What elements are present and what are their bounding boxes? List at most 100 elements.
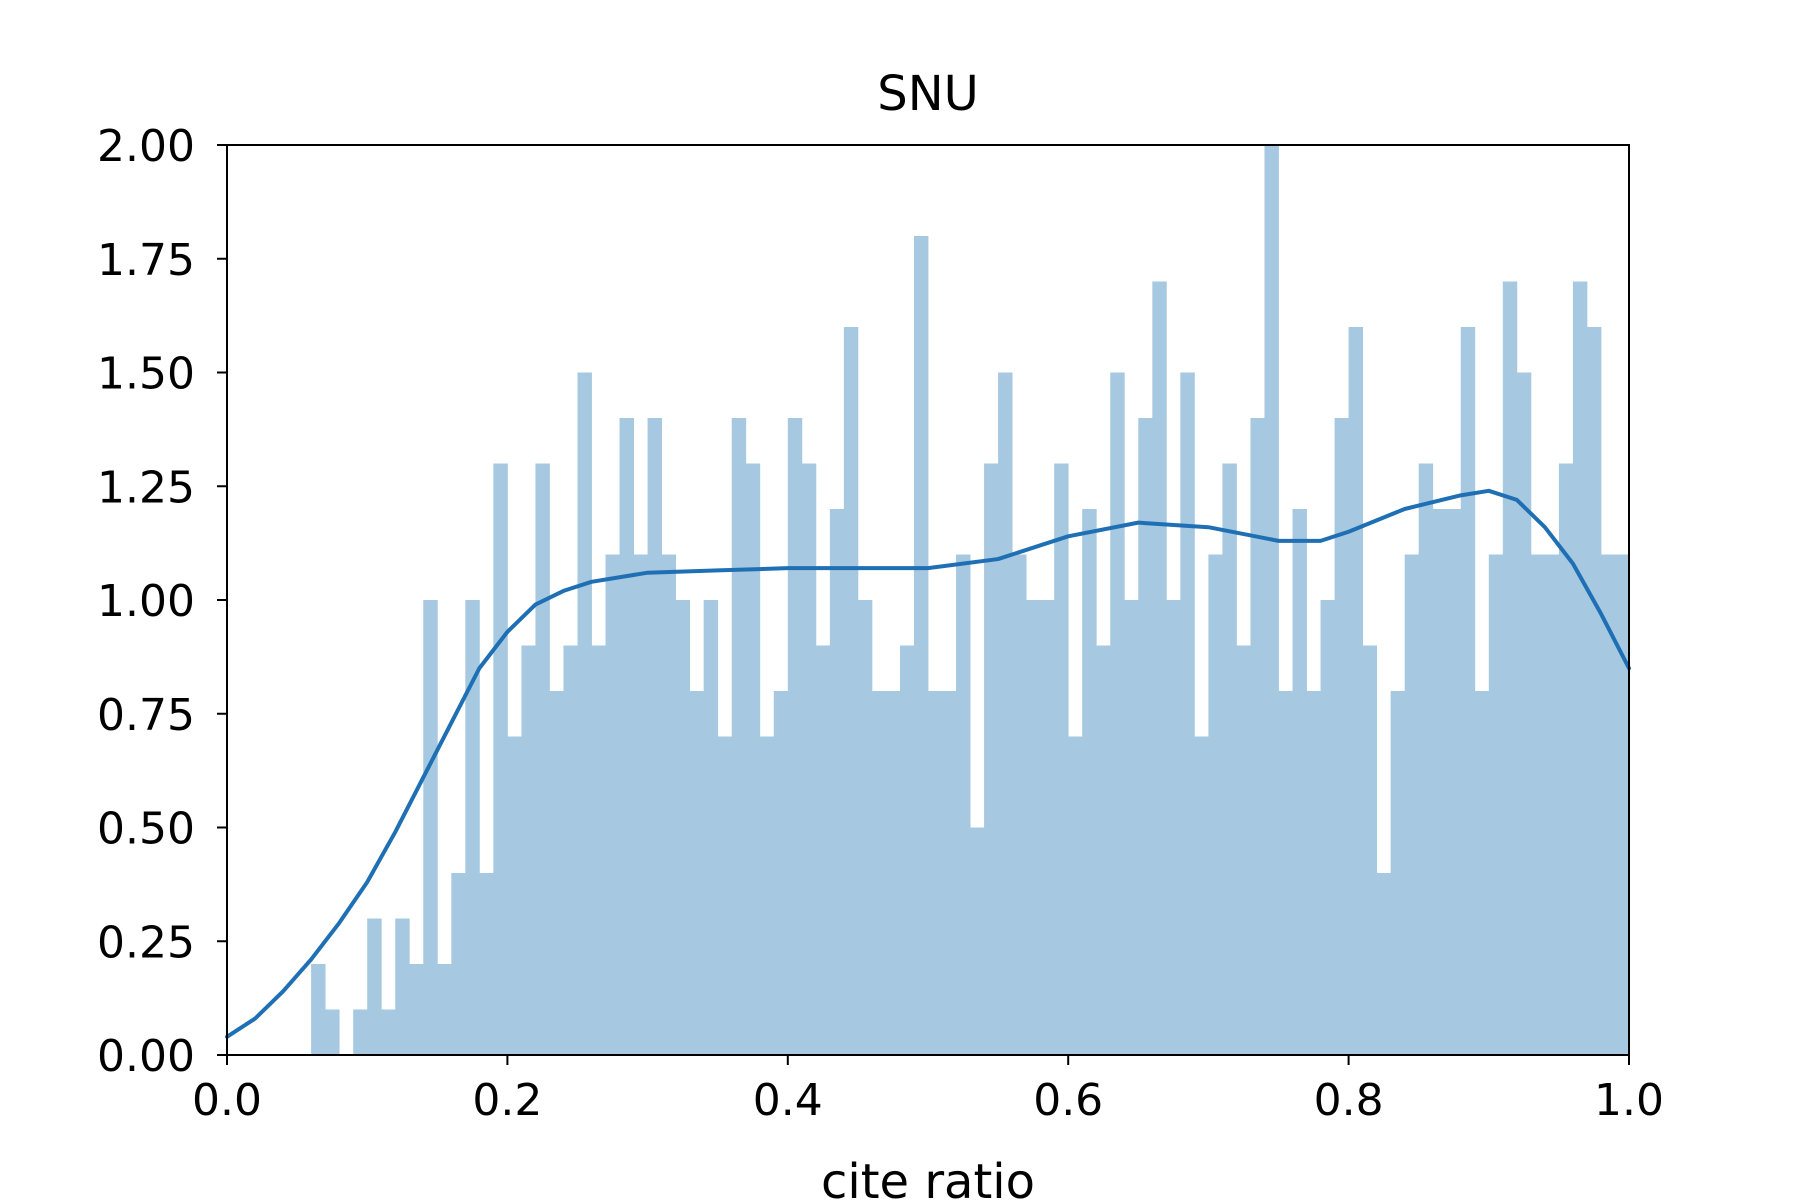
histogram-bar bbox=[815, 645, 831, 1055]
histogram-bar bbox=[913, 236, 929, 1055]
y-axis: 0.00 0.25 0.50 0.75 1.00 1.25 1.50 1.75 2.00 bbox=[97, 121, 227, 1082]
histogram-bar bbox=[1110, 372, 1125, 1055]
histogram-bar bbox=[675, 600, 691, 1055]
histogram-bar bbox=[1530, 554, 1546, 1055]
histogram-bar bbox=[1082, 509, 1097, 1055]
histogram-bar bbox=[689, 691, 705, 1055]
histogram-bar bbox=[1012, 554, 1027, 1055]
x-tick-label: 0.2 bbox=[472, 1075, 542, 1126]
histogram-bar bbox=[928, 691, 943, 1055]
histogram-bar bbox=[367, 918, 382, 1055]
y-tick-label: 0.25 bbox=[97, 917, 195, 968]
histogram-bar bbox=[745, 463, 761, 1055]
histogram-bar bbox=[493, 463, 508, 1055]
histogram-bar bbox=[549, 691, 564, 1055]
histogram-bar bbox=[759, 736, 775, 1055]
histogram-bar bbox=[381, 1009, 396, 1055]
histogram-bar bbox=[1208, 554, 1223, 1055]
histogram-bar bbox=[1362, 645, 1378, 1055]
histogram-bar bbox=[311, 964, 326, 1055]
histogram-bar bbox=[703, 600, 719, 1055]
histogram-bar bbox=[1334, 418, 1349, 1055]
histogram-bar bbox=[563, 645, 578, 1055]
histogram-bar bbox=[1558, 463, 1574, 1055]
histogram-bar bbox=[577, 372, 592, 1055]
histogram-bar bbox=[1194, 736, 1209, 1055]
histogram-bar bbox=[1278, 691, 1293, 1055]
histogram-bar bbox=[1390, 691, 1406, 1055]
y-tick-label: 0.00 bbox=[97, 1031, 195, 1082]
histogram-bar bbox=[353, 1009, 368, 1055]
histogram-bar bbox=[1306, 691, 1321, 1055]
histogram-bar bbox=[1096, 645, 1111, 1055]
histogram-bar bbox=[1488, 554, 1504, 1055]
histogram-bar bbox=[717, 736, 733, 1055]
histogram-bar bbox=[507, 736, 522, 1055]
y-tick-label: 1.25 bbox=[97, 462, 195, 513]
histogram-bar bbox=[1474, 691, 1490, 1055]
histogram-bar bbox=[1404, 554, 1420, 1055]
histogram-bar bbox=[1586, 327, 1602, 1055]
histogram-bar bbox=[942, 691, 957, 1055]
histogram-bar bbox=[731, 418, 747, 1055]
histogram-bar bbox=[843, 327, 859, 1055]
histogram-bar bbox=[325, 1009, 340, 1055]
histogram-bar bbox=[479, 873, 494, 1055]
histogram-bar bbox=[647, 418, 663, 1055]
x-axis-label: cite ratio bbox=[821, 1154, 1035, 1200]
histogram-bar bbox=[1236, 645, 1251, 1055]
histogram-bar bbox=[787, 418, 803, 1055]
histogram-bar bbox=[1138, 418, 1153, 1055]
histogram-bar bbox=[633, 554, 648, 1055]
histogram-bar bbox=[1264, 145, 1279, 1055]
histogram-bar bbox=[970, 827, 985, 1055]
histogram-bar bbox=[998, 372, 1013, 1055]
histogram-bar bbox=[661, 554, 677, 1055]
histogram-bar bbox=[1180, 372, 1195, 1055]
histogram-bar bbox=[1418, 463, 1434, 1055]
y-tick-label: 0.50 bbox=[97, 804, 195, 855]
histogram-bar bbox=[423, 600, 438, 1055]
histogram-bar bbox=[1502, 281, 1518, 1055]
histogram-bar bbox=[956, 554, 971, 1055]
histogram-bar bbox=[1614, 554, 1630, 1055]
histogram-bar bbox=[1152, 281, 1167, 1055]
histogram-bar bbox=[1544, 554, 1560, 1055]
x-axis: 0.0 0.2 0.4 0.6 0.8 1.0 bbox=[192, 1055, 1664, 1126]
histogram-bar bbox=[465, 600, 480, 1055]
histogram-bar bbox=[591, 645, 606, 1055]
chart-title: SNU bbox=[877, 66, 979, 122]
histogram-bar bbox=[857, 600, 873, 1055]
histogram-bar bbox=[437, 964, 452, 1055]
histogram-bar bbox=[1446, 509, 1462, 1055]
histogram-bar bbox=[984, 463, 999, 1055]
histogram-bar bbox=[535, 463, 550, 1055]
histogram-bar bbox=[619, 418, 634, 1055]
histogram-bar bbox=[773, 691, 789, 1055]
histogram-bar bbox=[521, 645, 536, 1055]
histogram-bar bbox=[395, 918, 410, 1055]
y-tick-label: 1.75 bbox=[97, 235, 195, 286]
y-tick-label: 0.75 bbox=[97, 690, 195, 741]
x-tick-label: 0.8 bbox=[1314, 1075, 1384, 1126]
x-tick-label: 0.4 bbox=[753, 1075, 823, 1126]
kde-line bbox=[225, 488, 1631, 1039]
histogram-bar bbox=[1572, 281, 1588, 1055]
y-tick-label: 2.00 bbox=[97, 121, 195, 172]
histogram-bar bbox=[1040, 600, 1055, 1055]
histogram-bar bbox=[409, 964, 424, 1055]
histogram-bar bbox=[1348, 327, 1364, 1055]
histogram-bar bbox=[1250, 418, 1265, 1055]
histogram-bar bbox=[871, 691, 887, 1055]
histogram-bar bbox=[1600, 554, 1616, 1055]
histogram-bar bbox=[801, 463, 817, 1055]
histogram-bar bbox=[885, 691, 901, 1055]
histogram-bar bbox=[605, 554, 620, 1055]
x-tick-label: 0.6 bbox=[1033, 1075, 1103, 1126]
y-tick-label: 1.50 bbox=[97, 349, 195, 400]
histogram-bar bbox=[451, 873, 466, 1055]
histogram-bar bbox=[1166, 600, 1181, 1055]
kde-curve bbox=[225, 488, 1631, 1039]
histogram-bar bbox=[1292, 509, 1307, 1055]
